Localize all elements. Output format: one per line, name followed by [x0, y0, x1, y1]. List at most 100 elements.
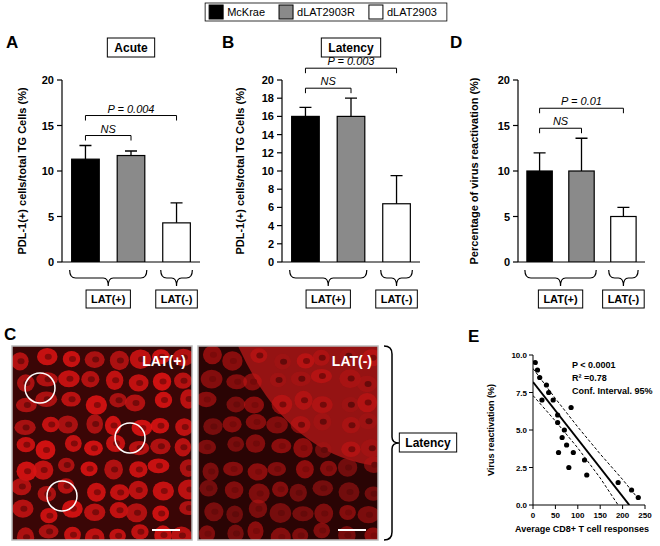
y-axis-label: Percentage of virus reactivation (%) [468, 77, 480, 264]
nucleus [233, 530, 240, 536]
cell [270, 503, 292, 523]
nucleus [19, 484, 26, 490]
bar [527, 171, 552, 262]
y-tick [57, 79, 62, 80]
x-tick-label: 150 [594, 511, 608, 520]
micrograph-content [198, 346, 378, 540]
y-tick-label: 8 [268, 183, 274, 195]
nucleus [71, 441, 78, 447]
image-label: LAT(-) [332, 353, 372, 369]
y-tick [513, 261, 518, 262]
cell [270, 373, 286, 387]
error-bar [79, 146, 91, 160]
cell [106, 371, 123, 390]
bar [383, 204, 411, 262]
nucleus [278, 486, 285, 492]
bar [163, 223, 191, 262]
annotation: R² =0.78 [572, 373, 607, 383]
y-tick-label: 12 [262, 147, 274, 159]
y-tick-label: 15 [42, 120, 54, 132]
y-tick-label: 10 [262, 165, 274, 177]
cell [342, 417, 360, 433]
cell [58, 370, 80, 387]
nucleus [157, 423, 164, 429]
nucleus [366, 512, 373, 518]
nucleus [161, 397, 168, 403]
nucleus [300, 511, 307, 517]
cell [198, 392, 217, 407]
cell [109, 393, 126, 407]
cell [87, 483, 106, 502]
x-tick-label: 200 [616, 511, 630, 520]
nucleus [92, 535, 99, 540]
cell [199, 480, 217, 497]
y-tick [529, 467, 533, 468]
cell [33, 460, 53, 479]
annotation: P = 0.003 [328, 55, 376, 67]
bar [611, 217, 636, 263]
cell [295, 391, 313, 410]
nucleus [180, 444, 187, 450]
nucleus [320, 402, 327, 408]
nucleus [371, 532, 378, 538]
cell [311, 369, 332, 383]
cell [313, 350, 330, 366]
cell [151, 418, 169, 433]
cell [339, 505, 356, 520]
nucleus [117, 489, 124, 495]
image-group-box [399, 433, 456, 452]
nucleus [298, 532, 305, 538]
cell [105, 416, 121, 435]
nucleus [69, 396, 76, 402]
nucleus [303, 358, 310, 364]
nucleus [46, 528, 53, 534]
nucleus [45, 354, 52, 360]
nucleus [23, 424, 30, 430]
x-tick [645, 505, 646, 509]
cell [65, 435, 82, 452]
y-tick-label: 18 [262, 92, 274, 104]
micrograph: LAT(+) [11, 346, 199, 546]
cell [244, 397, 264, 414]
cell [12, 352, 29, 370]
nucleus [231, 466, 238, 472]
nucleus [252, 402, 259, 408]
nucleus [133, 400, 140, 406]
y-tick-label: 0 [48, 256, 54, 268]
panel-letter: C [4, 325, 16, 344]
bar [292, 116, 320, 262]
highlight-circle [47, 481, 77, 511]
cell [155, 392, 172, 408]
nucleus [182, 424, 189, 430]
y-tick-label: 6 [268, 201, 274, 213]
cell [315, 442, 332, 458]
nucleus [179, 533, 186, 539]
nucleus [321, 511, 328, 517]
cell [246, 434, 265, 453]
annotation-bracket [85, 116, 176, 121]
nucleus [115, 533, 122, 539]
y-tick [277, 243, 282, 244]
point [539, 397, 544, 402]
cell [36, 440, 56, 459]
cell [291, 371, 311, 386]
nucleus [23, 534, 30, 540]
nucleus [253, 528, 260, 534]
cell [246, 414, 267, 430]
y-tick [277, 170, 282, 171]
error-bar [534, 153, 546, 171]
y-tick [513, 79, 518, 80]
nucleus [255, 506, 262, 512]
y-tick [277, 152, 282, 153]
title-box [321, 38, 380, 57]
cell [57, 415, 78, 433]
micrograph: LAT(-) [196, 345, 384, 546]
image-frame [12, 346, 192, 540]
point [546, 390, 551, 395]
legend: McKraedLAT2903RdLAT2903 [205, 3, 447, 21]
nucleus [275, 422, 282, 428]
y-tick-label: 14 [262, 129, 275, 141]
cell [131, 524, 149, 539]
panel-letter: E [468, 327, 479, 346]
cell [222, 351, 242, 370]
